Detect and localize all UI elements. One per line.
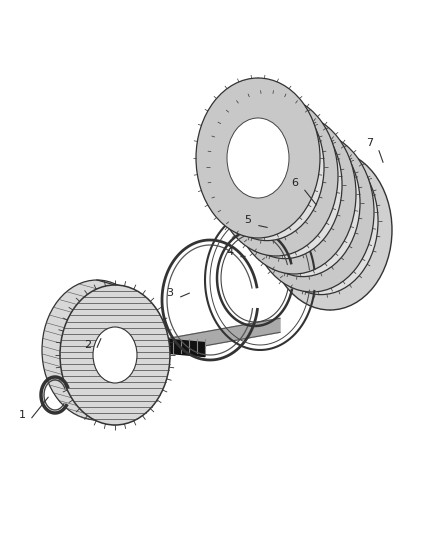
Text: 1: 1	[18, 410, 25, 420]
Text: 2: 2	[85, 340, 92, 350]
Text: 7: 7	[367, 138, 374, 148]
Ellipse shape	[290, 181, 352, 261]
Polygon shape	[55, 318, 280, 373]
Ellipse shape	[246, 130, 360, 277]
Text: 6: 6	[292, 178, 299, 188]
Ellipse shape	[196, 78, 320, 238]
Ellipse shape	[60, 285, 170, 425]
Ellipse shape	[302, 194, 358, 266]
Ellipse shape	[272, 163, 334, 243]
Ellipse shape	[245, 136, 307, 216]
Ellipse shape	[227, 118, 289, 198]
Ellipse shape	[281, 172, 343, 252]
Ellipse shape	[236, 127, 298, 207]
Text: 3: 3	[166, 288, 173, 298]
Polygon shape	[165, 339, 205, 357]
Ellipse shape	[263, 154, 325, 234]
Ellipse shape	[210, 93, 324, 240]
Ellipse shape	[93, 327, 137, 383]
Ellipse shape	[264, 148, 378, 295]
Ellipse shape	[228, 111, 342, 259]
Ellipse shape	[250, 132, 374, 292]
Ellipse shape	[42, 280, 152, 420]
Ellipse shape	[232, 114, 356, 274]
Ellipse shape	[254, 145, 316, 225]
Ellipse shape	[268, 150, 392, 310]
Ellipse shape	[214, 96, 338, 256]
Text: 4: 4	[226, 247, 233, 257]
Text: 5: 5	[244, 215, 251, 225]
